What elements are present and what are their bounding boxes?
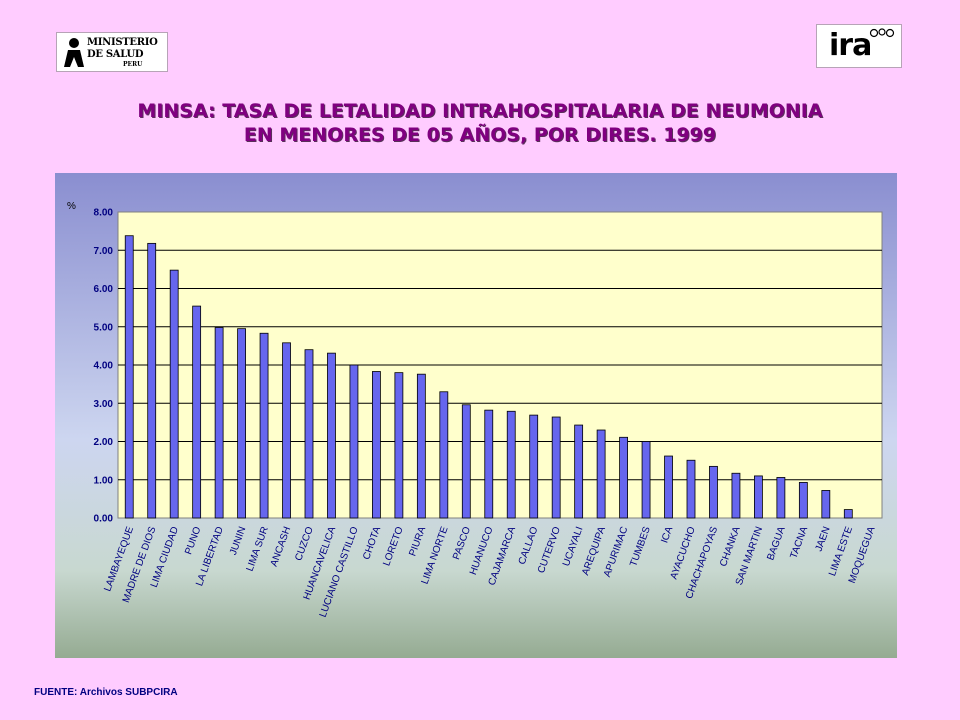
bar-puno [192, 305, 202, 519]
minsa-logo: MINISTERIO DE SALUD PERU [56, 32, 168, 72]
bar-junin [237, 328, 246, 519]
bar-luciano-castillo [349, 364, 359, 519]
bar-lambayeque [124, 235, 134, 519]
bar-arequipa [596, 429, 606, 519]
ira-logo-word: ira [829, 28, 872, 63]
bar-tacna [798, 482, 808, 519]
y-tick-label: 5.00 [94, 322, 114, 333]
bar-loreto [394, 372, 404, 519]
bar-tumbes [641, 441, 651, 519]
bar-pasco [461, 404, 471, 519]
bar-ayacucho [686, 459, 696, 519]
bar-lima-ciudad [169, 269, 179, 519]
minsa-logo-line2: DE SALUD [87, 49, 144, 60]
source-note: FUENTE: Archivos SUBPCIRA [34, 687, 178, 698]
ira-logo: ira [816, 24, 902, 68]
person-emblem-icon [64, 38, 84, 67]
bar-chota [372, 371, 381, 519]
bar-ucayali [574, 424, 584, 519]
y-tick-label: 6.00 [94, 284, 114, 295]
bar-jaen [821, 490, 831, 519]
x-tick-label: ICA [659, 525, 675, 545]
y-tick-label: 8.00 [94, 208, 114, 219]
y-tick-label: 7.00 [94, 246, 114, 257]
bar-cutervo [551, 416, 561, 519]
bar-callao [529, 414, 539, 519]
y-tick-label: 3.00 [94, 399, 114, 410]
title-line-2: EN MENORES DE 05 AÑOS, POR DIRES. 1999 [243, 124, 717, 146]
y-tick-label: 0.00 [94, 514, 114, 525]
bar-bagua [776, 477, 786, 519]
bar-huancavelica [327, 352, 336, 519]
title-line-1: MINSA: TASA DE LETALIDAD INTRAHOSPITALAR… [137, 100, 823, 122]
minsa-logo-line1: MINISTERIO [87, 37, 158, 48]
germ-doodle-icon [869, 28, 895, 38]
bars [124, 235, 853, 519]
bar-cajamarca [506, 410, 516, 519]
bar-lima-este [843, 509, 853, 519]
y-tick-label: 1.00 [94, 475, 114, 486]
bar-ancash [282, 342, 291, 519]
bar-cuzco [304, 349, 314, 519]
bar-la-libertad [214, 327, 224, 519]
y-tick-label: 4.00 [94, 361, 114, 372]
y-axis-label: % [67, 201, 76, 212]
bar-chanka [731, 472, 741, 519]
bar-piura [416, 373, 426, 519]
bar-chachapoyas [709, 465, 718, 519]
bar-ica [664, 455, 673, 519]
bar-san-martin [754, 475, 763, 519]
bar-lima-sur [259, 332, 269, 519]
page-title: MINSA: TASA DE LETALIDAD INTRAHOSPITALAR… [0, 99, 960, 147]
y-tick-label: 2.00 [94, 437, 114, 448]
bar-chart: 0.001.002.003.004.005.006.007.008.00 LAM… [55, 173, 897, 658]
bar-lima-norte [439, 391, 449, 519]
bar-madre-de-dios [147, 242, 157, 519]
bar-huanuco [484, 409, 494, 519]
minsa-logo-line3: PERU [123, 61, 143, 68]
bar-apurimac [619, 436, 628, 519]
y-tick-labels: 0.00 1.00 2.00 3.00 4.00 5.00 6.00 7.00 8.00 [94, 208, 114, 525]
